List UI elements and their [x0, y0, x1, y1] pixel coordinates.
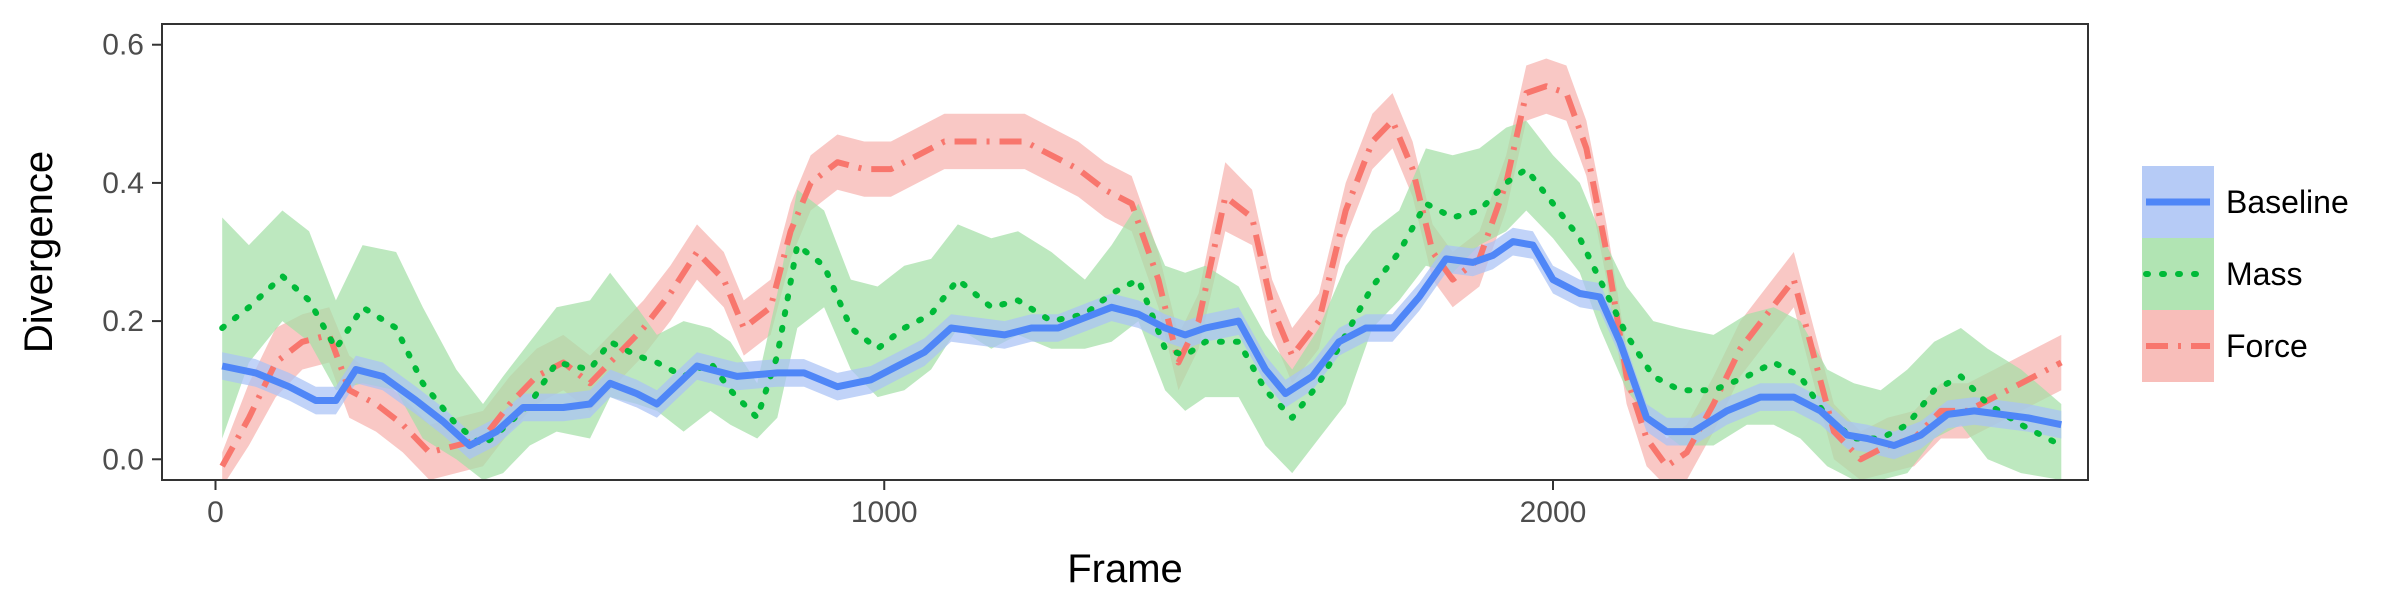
y-tick-label: 0.4 — [102, 167, 144, 200]
mass-series-line — [219, 166, 2065, 449]
y-tick-label: 0.6 — [102, 29, 144, 62]
x-tick-label: 2000 — [1520, 496, 1587, 529]
plot-panel-border — [161, 23, 2089, 481]
x-axis: 0 1000 2000 — [207, 480, 1586, 529]
legend-item-baseline: Baseline — [2142, 166, 2349, 238]
legend-item-force: Force — [2142, 310, 2308, 382]
baseline-series-line — [221, 238, 2063, 449]
y-tick-label: 0.2 — [102, 305, 144, 338]
x-axis-title: Frame — [1067, 547, 1183, 591]
series-layer — [219, 58, 2065, 480]
legend-label-mass: Mass — [2226, 256, 2302, 292]
legend-label-force: Force — [2226, 328, 2308, 364]
legend: Baseline Mass Force — [2142, 166, 2349, 382]
legend-item-mass: Mass — [2142, 238, 2302, 310]
x-tick-label: 0 — [207, 496, 224, 529]
y-axis-title: Divergence — [17, 151, 61, 353]
baseline-confidence-ribbon — [222, 227, 2062, 460]
y-tick-label: 0.0 — [102, 443, 144, 476]
legend-label-baseline: Baseline — [2226, 184, 2349, 220]
force-series-line — [219, 83, 2063, 470]
x-tick-label: 1000 — [851, 496, 918, 529]
y-axis: 0.0 0.2 0.4 0.6 — [102, 29, 162, 476]
